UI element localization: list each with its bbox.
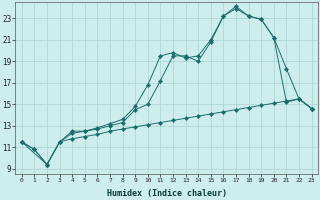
X-axis label: Humidex (Indice chaleur): Humidex (Indice chaleur) (107, 189, 227, 198)
